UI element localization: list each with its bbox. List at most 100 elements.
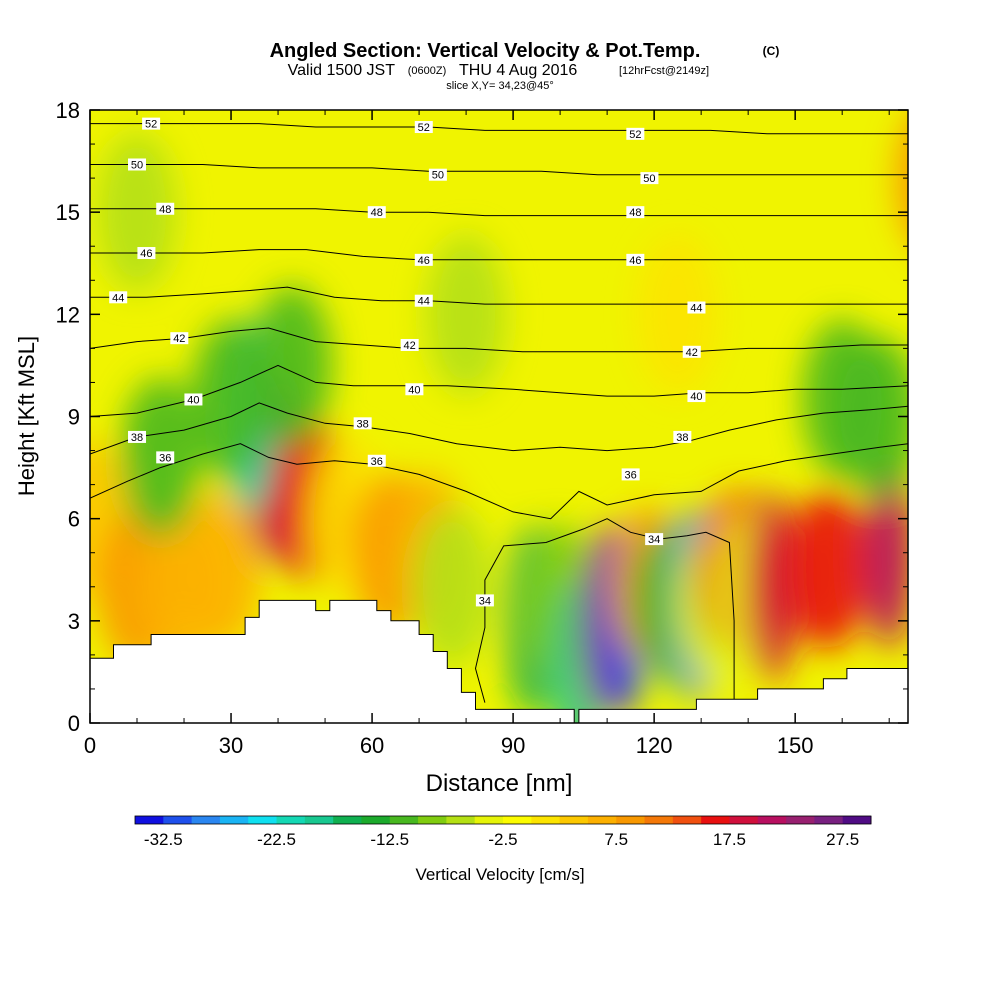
svg-text:38: 38 <box>131 432 143 444</box>
x-tick-label: 30 <box>219 733 243 758</box>
isotherm-label: 52 <box>142 117 161 131</box>
velocity-field <box>90 121 908 723</box>
colorbar-swatch <box>248 816 278 824</box>
colorbar-swatch <box>304 816 334 824</box>
isotherm-label: 48 <box>367 206 386 219</box>
svg-text:44: 44 <box>418 296 430 308</box>
y-tick-label: 0 <box>68 711 80 736</box>
velocity-cell <box>745 491 798 682</box>
velocity-cell <box>426 234 507 395</box>
isotherm-label: 50 <box>428 168 447 182</box>
velocity-cell <box>863 457 908 648</box>
isotherm-label: 44 <box>414 294 433 308</box>
velocity-cell <box>252 285 333 446</box>
isotherm-label: 36 <box>367 454 386 468</box>
colorbar-swatch <box>503 816 532 824</box>
colorbar-swatch <box>757 816 787 824</box>
isotherm-label: 46 <box>626 253 645 267</box>
svg-text:52: 52 <box>418 122 430 134</box>
svg-text:40: 40 <box>408 384 420 396</box>
svg-text:34: 34 <box>648 534 660 546</box>
velocity-cell <box>839 336 908 497</box>
valid-date: THU 4 Aug 2016 <box>459 62 577 79</box>
colorbar-swatch <box>191 816 221 824</box>
colorbar-swatch <box>531 816 561 824</box>
x-tick-label: 150 <box>777 733 814 758</box>
chart-title-suffix: (C) <box>763 44 780 58</box>
svg-text:50: 50 <box>131 159 143 171</box>
isotherm-label: 42 <box>400 338 419 352</box>
isotherm-label: 48 <box>626 206 645 219</box>
svg-text:44: 44 <box>112 292 124 304</box>
isotherm-label: 34 <box>645 533 664 546</box>
svg-text:52: 52 <box>145 119 157 131</box>
isotherm-52 <box>90 123 908 135</box>
valid-forecast: [12hrFcst@2149z] <box>619 65 709 77</box>
svg-text:38: 38 <box>676 432 688 444</box>
colorbar-tick-label: -12.5 <box>370 830 409 849</box>
colorbar-swatch <box>135 816 164 824</box>
svg-text:48: 48 <box>629 207 641 219</box>
slice-subtitle: slice X,Y= 34,23@45° <box>446 80 554 92</box>
colorbar-swatch <box>361 816 391 824</box>
isotherm-label: 52 <box>626 127 645 141</box>
colorbar: -32.5 -22.5 -12.5 -2.5 7.5 17.5 27.5 <box>134 815 872 849</box>
x-tick-label: 0 <box>84 733 96 758</box>
svg-text:48: 48 <box>371 207 383 219</box>
x-tick-label: 120 <box>636 733 673 758</box>
colorbar-tick-label: -32.5 <box>144 830 183 849</box>
terrain-mask <box>90 599 908 723</box>
velocity-cell <box>788 489 869 650</box>
svg-text:44: 44 <box>690 303 702 315</box>
svg-text:36: 36 <box>371 456 383 468</box>
isotherm-42 <box>90 327 908 353</box>
colorbar-swatch <box>587 816 617 824</box>
isotherm-label: 44 <box>109 291 128 304</box>
colorbar-swatch <box>333 816 362 824</box>
colorbar-tick-label: 17.5 <box>713 830 746 849</box>
isotherm-46 <box>90 249 908 261</box>
svg-text:50: 50 <box>643 173 655 185</box>
colorbar-tick-label: 27.5 <box>826 830 859 849</box>
svg-text:50: 50 <box>432 170 444 182</box>
colorbar-swatch <box>644 816 674 824</box>
isotherm-38 <box>90 402 908 455</box>
x-axis: 0 30 60 90 120 150 <box>84 110 890 758</box>
svg-text:46: 46 <box>140 248 152 260</box>
svg-text:52: 52 <box>629 129 641 141</box>
y-tick-label: 12 <box>56 302 80 327</box>
isotherm-48 <box>90 208 908 217</box>
svg-text:40: 40 <box>187 394 199 406</box>
isotherm-label: 50 <box>640 172 659 185</box>
isotherm-label: 36 <box>156 451 175 464</box>
isotherm-44 <box>90 286 908 305</box>
colorbar-swatch <box>616 816 646 824</box>
chart-title: Angled Section: Vertical Velocity & Pot.… <box>270 40 701 62</box>
colorbar-swatch <box>842 816 872 824</box>
y-tick-label: 18 <box>56 98 80 123</box>
velocity-cell <box>181 489 262 650</box>
isotherm-label: 48 <box>156 202 175 216</box>
isotherm-label: 38 <box>353 417 372 430</box>
y-tick-label: 15 <box>56 200 80 225</box>
colorbar-swatch <box>729 816 759 824</box>
colorbar-swatch <box>219 816 249 824</box>
colorbar-swatch <box>701 816 730 824</box>
velocity-cell <box>896 121 908 235</box>
svg-text:42: 42 <box>686 347 698 359</box>
isotherm-50 <box>90 164 908 176</box>
isotherm-lines <box>90 123 908 703</box>
colorbar-tick-label: -2.5 <box>488 830 517 849</box>
isotherm-label: 42 <box>682 345 701 359</box>
svg-text:34: 34 <box>479 595 491 607</box>
colorbar-swatch <box>389 816 419 824</box>
isotherm-label: 38 <box>128 430 147 444</box>
y-tick-label: 6 <box>68 507 80 532</box>
isotherm-34 <box>474 518 735 703</box>
velocity-cell <box>97 132 178 293</box>
colorbar-swatch <box>163 816 193 824</box>
isotherm-label: 36 <box>621 468 640 481</box>
isotherm-label: 46 <box>414 253 433 267</box>
